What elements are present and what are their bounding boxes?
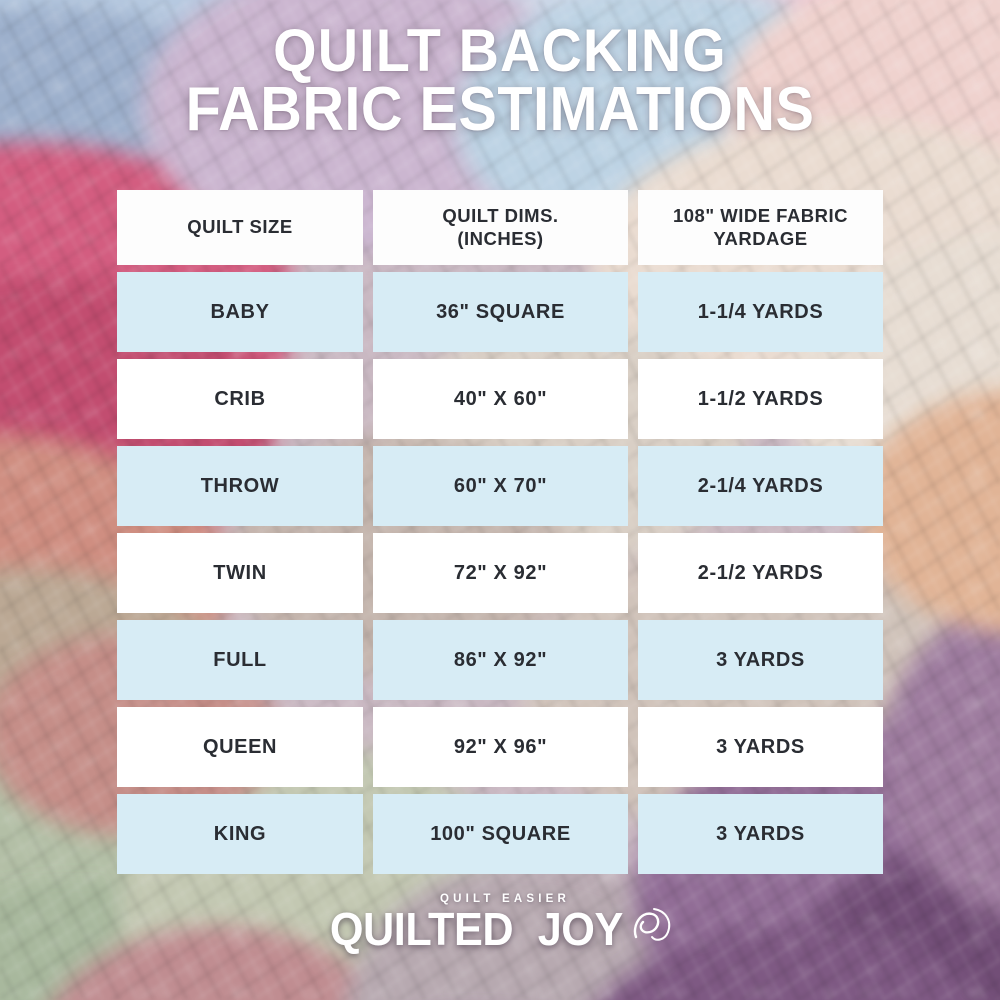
header-fabric-yardage: 108" WIDE FABRIC YARDAGE <box>638 190 883 265</box>
table-row: FULL 86" X 92" 3 YARDS <box>117 620 883 700</box>
cell-yardage: 3 YARDS <box>638 794 883 874</box>
header-quilt-size: QUILT SIZE <box>117 190 363 265</box>
brand-logo: QUILT EASIER QUILTED JOY <box>0 893 1000 956</box>
header-quilt-dims: QUILT DIMS. (INCHES) <box>373 190 628 265</box>
cell-yardage: 2-1/4 YARDS <box>638 446 883 526</box>
cell-quilt-dims: 40" X 60" <box>373 359 628 439</box>
fabric-estimation-table: QUILT SIZE QUILT DIMS. (INCHES) 108" WID… <box>117 190 883 874</box>
header-fabric-yardage-line2: YARDAGE <box>713 227 808 249</box>
cell-quilt-dims: 86" X 92" <box>373 620 628 700</box>
table-row: QUEEN 92" X 96" 3 YARDS <box>117 707 883 787</box>
needle-thread-flourish-icon <box>633 908 670 941</box>
cell-yardage: 3 YARDS <box>638 620 883 700</box>
cell-yardage: 3 YARDS <box>638 707 883 787</box>
table-row: CRIB 40" X 60" 1-1/2 YARDS <box>117 359 883 439</box>
logo-word-quilted: QUILTED <box>330 903 514 955</box>
cell-quilt-size: TWIN <box>117 533 363 613</box>
cell-quilt-size: THROW <box>117 446 363 526</box>
cell-yardage: 1-1/4 YARDS <box>638 272 883 352</box>
cell-quilt-dims: 72" X 92" <box>373 533 628 613</box>
table-row: THROW 60" X 70" 2-1/4 YARDS <box>117 446 883 526</box>
header-fabric-yardage-line1: 108" WIDE FABRIC <box>672 204 849 226</box>
table-row: TWIN 72" X 92" 2-1/2 YARDS <box>117 533 883 613</box>
table-row: KING 100" SQUARE 3 YARDS <box>117 794 883 874</box>
table-header-row: QUILT SIZE QUILT DIMS. (INCHES) 108" WID… <box>117 190 883 265</box>
cell-quilt-dims: 92" X 96" <box>373 707 628 787</box>
cell-yardage: 2-1/2 YARDS <box>638 533 883 613</box>
cell-quilt-dims: 36" SQUARE <box>373 272 628 352</box>
header-quilt-dims-line1: QUILT DIMS. <box>442 204 559 226</box>
header-quilt-dims-line2: (INCHES) <box>457 227 544 249</box>
title-line-2: FABRIC ESTIMATIONS <box>185 75 815 145</box>
cell-quilt-dims: 100" SQUARE <box>373 794 628 874</box>
cell-quilt-size: CRIB <box>117 359 363 439</box>
cell-quilt-dims: 60" X 70" <box>373 446 628 526</box>
title-line-1: QUILT BACKING <box>273 17 727 84</box>
cell-quilt-size: BABY <box>117 272 363 352</box>
page-title: QUILT BACKING FABRIC ESTIMATIONS <box>35 17 965 145</box>
logo-word-joy: JOY <box>537 903 624 955</box>
logo-wordmark: QUILTED JOY <box>324 902 676 956</box>
table-row: BABY 36" SQUARE 1-1/4 YARDS <box>117 272 883 352</box>
cell-quilt-size: KING <box>117 794 363 874</box>
cell-quilt-size: QUEEN <box>117 707 363 787</box>
cell-quilt-size: FULL <box>117 620 363 700</box>
logo-tagline: QUILT EASIER <box>439 893 571 905</box>
cell-yardage: 1-1/2 YARDS <box>638 359 883 439</box>
